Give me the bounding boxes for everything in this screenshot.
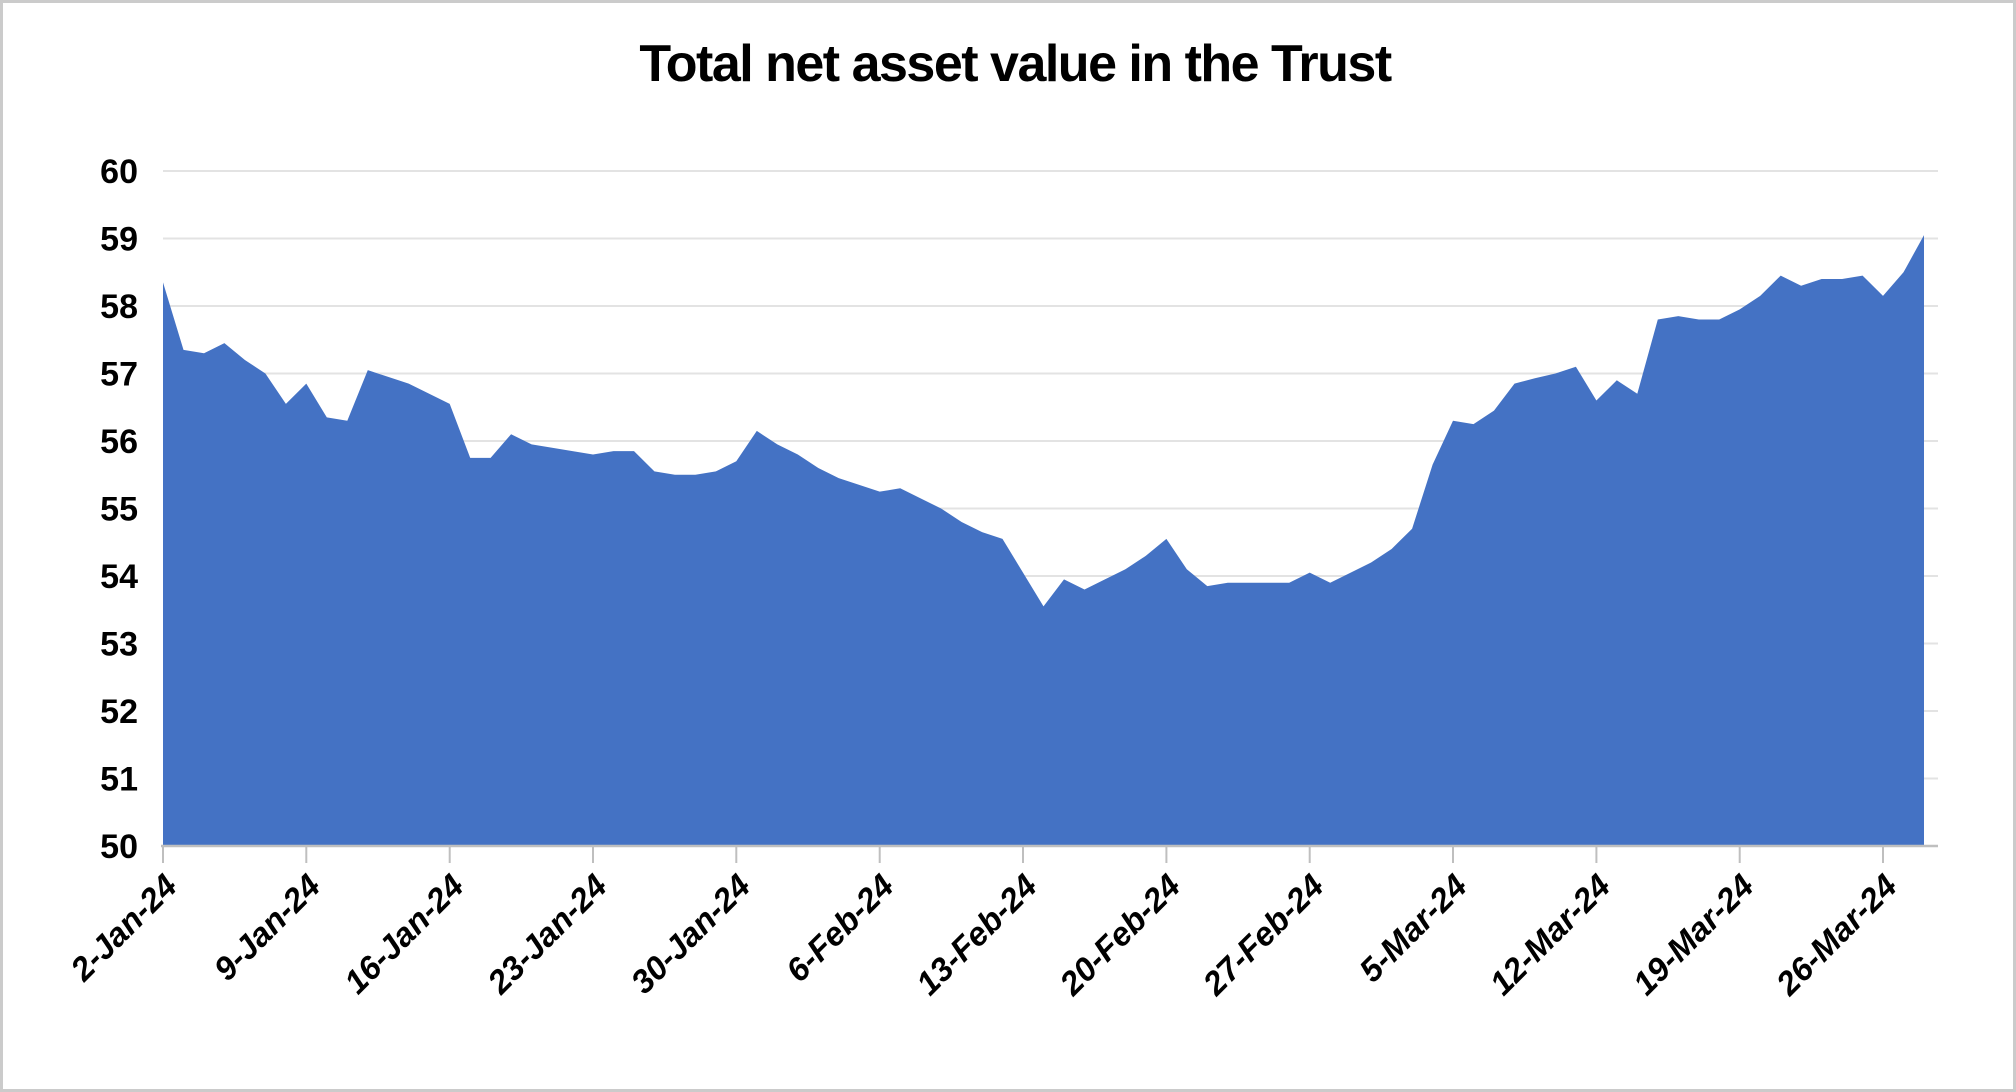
y-axis-label: 59 (100, 221, 138, 259)
x-axis-label: 26-Mar-24 (1768, 867, 1904, 1003)
y-axis-label: 52 (100, 693, 138, 731)
x-axis-label: 13-Feb-24 (909, 867, 1044, 1002)
y-axis-labels: 50 51 52 53 54 55 56 57 58 59 60 (100, 153, 138, 866)
y-axis-label: 58 (100, 288, 138, 326)
x-axis-label: 2-Jan-24 (62, 867, 184, 989)
x-axis-label: 12-Mar-24 (1482, 867, 1617, 1002)
x-axis-label: 16-Jan-24 (337, 867, 471, 1001)
y-axis-label: 50 (100, 828, 138, 866)
y-axis-label: 51 (100, 761, 138, 799)
x-axis-label: 6-Feb-24 (779, 867, 901, 989)
y-axis-label: 53 (100, 626, 138, 664)
x-axis-label: 27-Feb-24 (1195, 867, 1331, 1003)
y-axis-label: 56 (100, 423, 138, 461)
y-axis-label: 60 (100, 153, 138, 191)
x-axis-label: 19-Mar-24 (1626, 867, 1761, 1002)
x-axis-label: 20-Feb-24 (1052, 867, 1188, 1003)
x-axis-label: 9-Jan-24 (206, 867, 327, 988)
x-axis-label: 5-Mar-24 (1352, 867, 1474, 989)
x-axis-label: 23-Jan-24 (479, 867, 614, 1002)
chart-title: Total net asset value in the Trust (639, 35, 1392, 93)
y-axis-label: 55 (100, 491, 138, 529)
x-axis-label: 30-Jan-24 (623, 867, 757, 1001)
y-axis-label: 57 (100, 356, 138, 394)
area-series (163, 235, 1924, 847)
x-axis-ticks (162, 847, 1884, 863)
nav-area-shape (163, 235, 1924, 847)
y-axis-label: 54 (100, 558, 138, 596)
x-axis-labels: 2-Jan-24 9-Jan-24 16-Jan-24 23-Jan-24 30-Jan… (62, 867, 1904, 1003)
